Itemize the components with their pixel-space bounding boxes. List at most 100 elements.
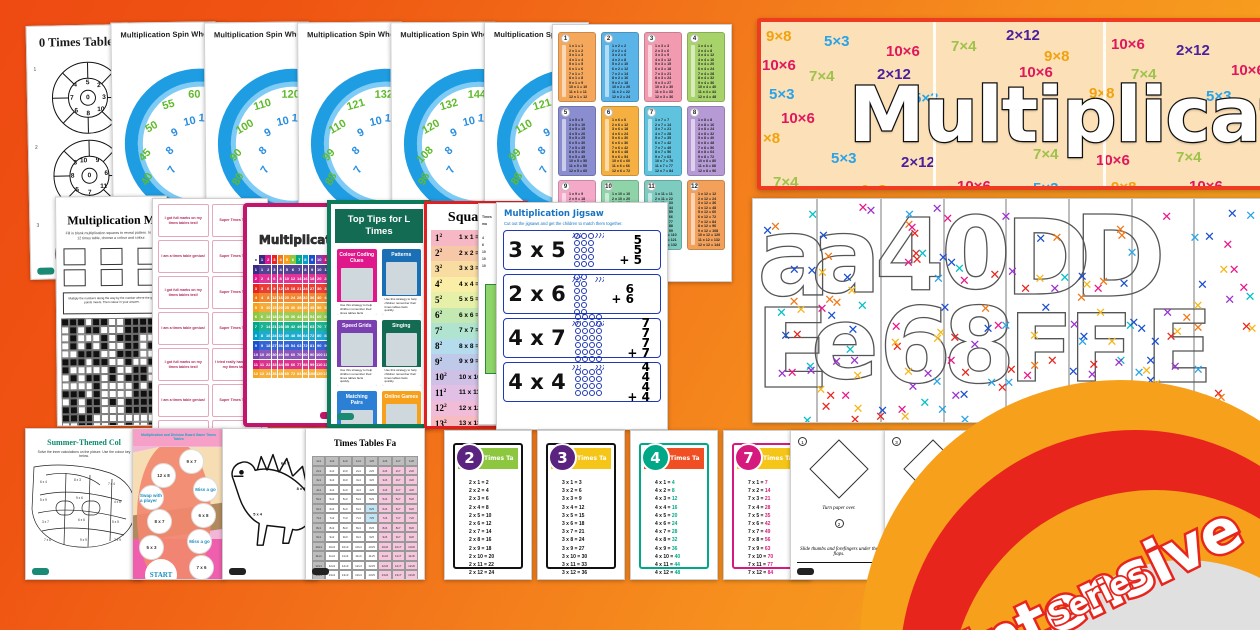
jigsaw-dots	[570, 368, 606, 396]
answer-box[interactable]	[100, 247, 123, 266]
multiplication-x-mark: ✕	[857, 201, 869, 217]
tip-card[interactable]: Matching PairsUse this strategy to help …	[337, 391, 377, 424]
award-card[interactable]: I got full marks on my times tables test…	[158, 420, 209, 429]
activity-question[interactable]: a) 3 x 5 =	[1058, 461, 1115, 466]
fact-cell: 10x4	[351, 541, 365, 551]
activity-grid-cell[interactable]	[1050, 534, 1069, 545]
activity-grid-cell[interactable]: 33	[1031, 534, 1050, 545]
fold-diagram	[903, 439, 963, 499]
activity-grid-cell[interactable]: 20	[1012, 512, 1031, 523]
activity-question[interactable]: b) 3 x 8 =	[1058, 470, 1115, 475]
award-card[interactable]: I got full marks on my times tables test…	[158, 276, 209, 309]
fact-cell: 9x3	[338, 532, 352, 542]
square-cell: 18	[290, 283, 296, 293]
jigsaw-row[interactable]: 2 x 6 〉〉〉〉〉〉〉 〉〉〉〉〉〉〉 6+ 6	[503, 273, 661, 315]
jigsaw-expression: 4 x 4	[508, 370, 566, 394]
award-card[interactable]: I got full marks on my times tables test…	[158, 348, 209, 381]
square-cell: 6	[259, 312, 265, 321]
square-cell: 4	[259, 293, 265, 302]
sheet-subtitle: Cut out the jigsaws and get the children…	[504, 221, 623, 226]
multiplication-x-mark: ✕	[1141, 363, 1153, 379]
multiplication-x-mark: ✕	[935, 326, 947, 342]
activity-grid-cell[interactable]: 27	[1031, 523, 1050, 534]
maze-cell	[92, 318, 101, 327]
activity-question[interactable]: h) 3 x 9 =	[1058, 488, 1115, 493]
tip-card[interactable]: Patterns Use this strategy to help childr…	[381, 249, 421, 315]
sheet-dinosaur-multiplication[interactable]: 6 x 3 8 x 2 5 x 4	[222, 428, 318, 580]
award-card[interactable]: I got full marks on my times tables test…	[158, 204, 209, 237]
tip-text: Use this strategy to help children remem…	[381, 367, 421, 386]
award-card[interactable]: I am a times table genius!	[158, 312, 209, 345]
maze-cell	[108, 317, 117, 327]
square-cell: 60	[290, 350, 296, 359]
activity-grid-cell[interactable]: 25	[993, 523, 1012, 534]
sheet-top-tips[interactable]: Top Tips for L Times Colour Coding Clues…	[327, 200, 431, 428]
tip-card[interactable]: Speed Grids Use this strategy to help chi…	[337, 320, 377, 386]
sheet-multiplication-jigsaw[interactable]: Multiplication Jigsaw Cut out the jigsaw…	[496, 202, 668, 430]
sheet-times-tables-facts[interactable]: Times Tables Fa 1x1 1x2 1x3 1x4 1x5 1x6 1x7 1x8…	[305, 428, 425, 580]
award-card[interactable]: I am a times table genius!	[158, 240, 209, 273]
activity-grid-cell[interactable]: 31	[993, 534, 1012, 545]
maze-cell	[116, 333, 125, 342]
sheet-fortune-teller[interactable]: 1 Turn paper over. 2 Slide thumbs and fo…	[790, 430, 888, 580]
multiplication-x-mark: ✕	[825, 389, 837, 405]
award-card[interactable]: I am a times table genius!	[158, 384, 209, 417]
multiplication-x-mark: ✕	[875, 409, 886, 423]
tip-card[interactable]: Singing Use this strategy to help childre…	[381, 320, 421, 386]
jigsaw-row[interactable]: 4 x 7 〉〉〉〉〉〉〉 〉〉〉〉〉〉〉 777+ 7	[503, 314, 661, 362]
square-cell: 88	[302, 359, 309, 369]
jigsaw-row[interactable]: 4 x 4 〉〉〉〉〉〉〉 〉〉〉〉〉〉〉 444+ 4	[503, 361, 661, 403]
maze-cell	[139, 333, 148, 342]
maze-cell	[116, 349, 125, 358]
square-cell: 40	[283, 331, 290, 340]
square-cell: 110	[315, 359, 323, 369]
multiplication-x-mark: ✕	[806, 264, 818, 280]
sheet-summer-colour-by-number[interactable]: Summer-Themed Col Solve the inner calcul…	[25, 428, 143, 580]
sheet-fortune-teller[interactable]: 3 Turn paper over. 4 Slide thumbs and fo…	[884, 430, 982, 580]
jigsaw-row[interactable]: 3 x 5 〉〉〉〉〉〉〉 〉〉〉〉〉〉〉 55+ 5	[503, 230, 661, 270]
activity-grid-cell[interactable]: 19	[993, 512, 1012, 523]
multiplication-display-banner[interactable]: 9×8 5×3 10×6 7×4 2×12 9×8 10×6 2×12 10×6 7×4 2×12 1…	[757, 18, 1260, 190]
multiplication-x-mark: ✕	[890, 320, 902, 336]
maze-cell	[100, 374, 109, 383]
banner-fact: 10×6	[957, 178, 991, 190]
maze-cell	[124, 349, 133, 358]
activity-grid-cell[interactable]	[1050, 512, 1069, 523]
times-table-strip[interactable]: 12 1 x 12 = 12 2 x 12 = 24 3 x 12 = 36 4 x 1…	[687, 180, 725, 250]
answer-box[interactable]	[100, 268, 123, 287]
activity-question[interactable]: f) 11 x 3 =	[1058, 497, 1115, 502]
square-cell: 72	[302, 340, 309, 350]
activity-grid-cell[interactable]: 32	[1012, 534, 1031, 545]
strip-number: 2	[604, 34, 613, 43]
sheet-title: Multiplication Spin Wheel	[213, 29, 308, 40]
activity-grid-cell[interactable]	[1031, 512, 1050, 523]
sheet-board-game[interactable]: Multiplication and Division Board Game T…	[132, 428, 225, 580]
answer-box[interactable]	[63, 248, 86, 266]
square-cell: 20	[265, 350, 272, 359]
fact-cell: 12x4	[351, 560, 365, 570]
square-expression: 12 x 12 =	[459, 404, 487, 412]
tip-card[interactable]: Online GamesUse this strategy to help ch…	[381, 391, 421, 424]
activity-question[interactable]: g) 7 x 3 =	[1058, 479, 1115, 484]
square-cell: 10	[315, 264, 323, 274]
tip-card[interactable]: Colour Coding Clues Use this strategy to …	[337, 249, 377, 315]
fact-cell: 1x4	[351, 456, 365, 466]
answer-box[interactable]	[63, 269, 87, 287]
activity-grid-cell[interactable]: 28	[1050, 523, 1069, 534]
activity-grid-cell[interactable]: 26	[1012, 523, 1031, 534]
maze-cell	[124, 341, 132, 350]
maze-cell	[69, 406, 78, 415]
